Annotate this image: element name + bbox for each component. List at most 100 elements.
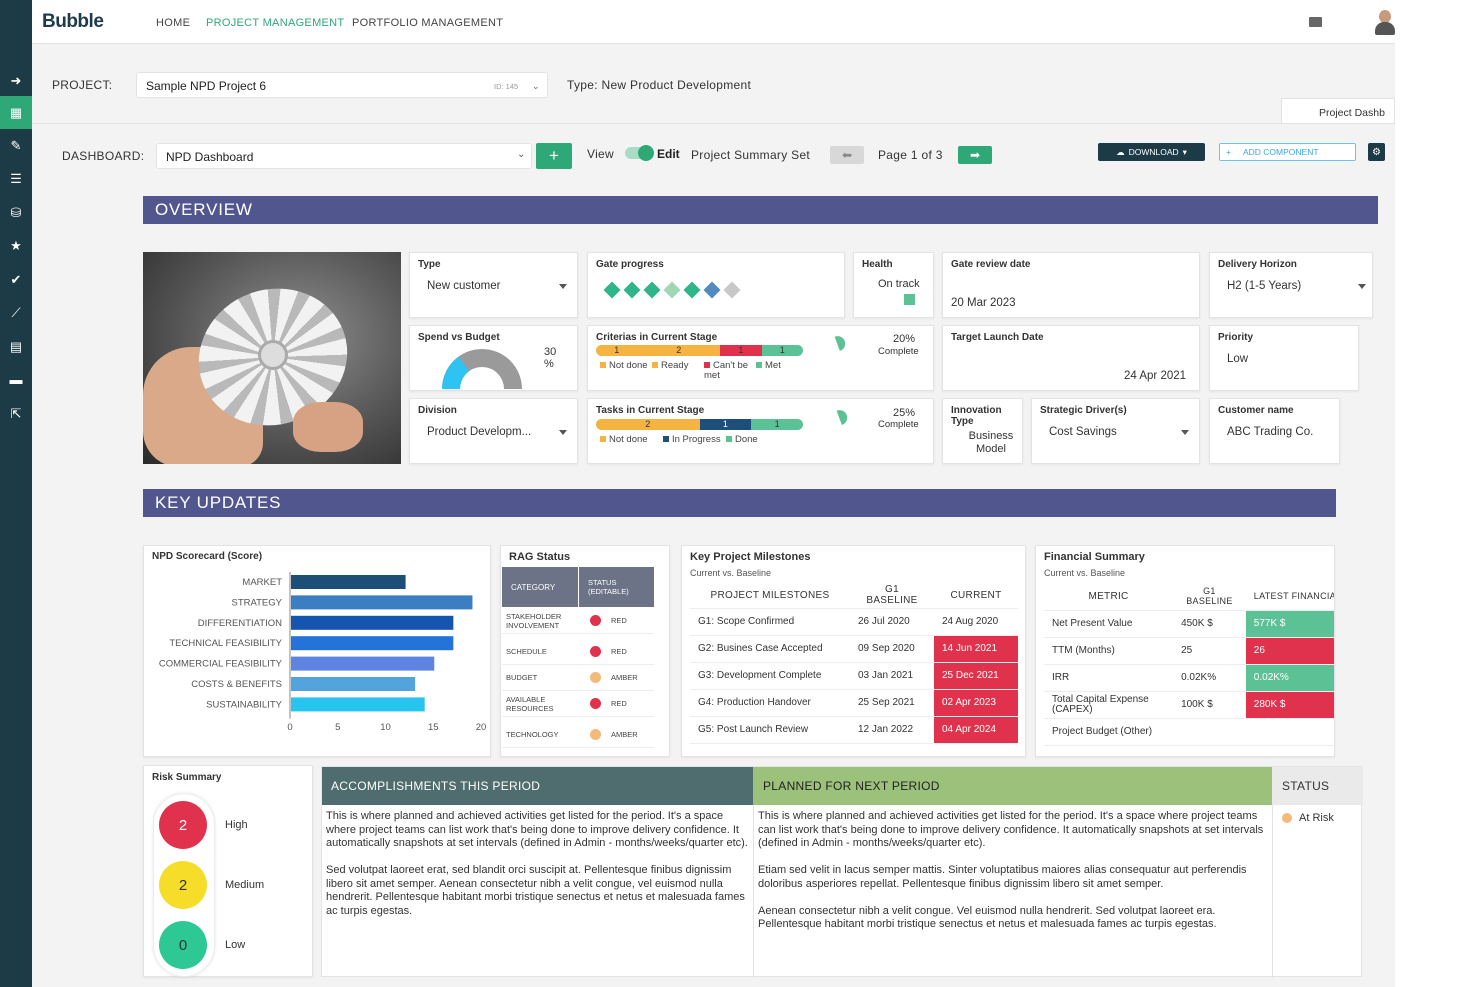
risk-level-label: High bbox=[225, 819, 248, 831]
next-page-button[interactable]: ➡ bbox=[958, 146, 992, 164]
star-icon[interactable]: ★ bbox=[10, 237, 22, 253]
financial-table: METRIC G1 BASELINE LATEST FINANCIA Net Pr… bbox=[1044, 583, 1334, 746]
legend-label: Can't be met bbox=[704, 360, 749, 381]
pencil-icon[interactable]: ✎ bbox=[10, 137, 22, 153]
financial-baseline bbox=[1173, 718, 1246, 746]
milestones-header: G1 BASELINE bbox=[850, 583, 934, 609]
delivery-horizon-card[interactable]: Delivery Horizon H2 (1-5 Years) bbox=[1209, 252, 1373, 318]
project-id: ID: 145 bbox=[494, 82, 519, 91]
rag-row[interactable]: SCHEDULE RED bbox=[502, 639, 654, 665]
financial-row[interactable]: Net Present Value 450K $577K $ bbox=[1044, 610, 1334, 638]
rag-row[interactable]: AVAILABLE RESOURCES RED bbox=[502, 691, 654, 717]
add-component-button[interactable]: + ADD COMPONENT bbox=[1219, 143, 1356, 161]
milestone-row[interactable]: G3: Development Complete 03 Jan 2021 25 De… bbox=[690, 662, 1018, 690]
export-icon[interactable]: ⇱ bbox=[10, 405, 22, 421]
chat-icon[interactable] bbox=[1309, 17, 1322, 27]
financial-row[interactable]: TTM (Months) 25 26 bbox=[1044, 637, 1334, 665]
milestone-row[interactable]: G4: Production Handover 25 Sep 2021 02 Apr… bbox=[690, 689, 1018, 717]
type-card[interactable]: Type New customer bbox=[409, 252, 578, 318]
list-icon[interactable]: ☰ bbox=[10, 170, 22, 186]
summary-set-label: Project Summary Set bbox=[691, 148, 811, 162]
legend-swatch bbox=[600, 436, 606, 443]
database-icon[interactable]: ⛁ bbox=[10, 204, 22, 220]
caret-down-icon: ▾ bbox=[1182, 146, 1187, 157]
milestone-name: G3: Development Complete bbox=[690, 662, 850, 690]
category-label: TECHNICAL FEASIBILITY bbox=[169, 638, 282, 649]
financial-baseline: 450K $ bbox=[1173, 610, 1246, 638]
milestone-row[interactable]: G5: Post Launch Review 12 Jan 2022 04 Apr … bbox=[690, 716, 1018, 744]
financial-row[interactable]: Project Budget (Other) bbox=[1044, 718, 1334, 746]
milestone-baseline: 25 Sep 2021 bbox=[850, 689, 934, 717]
milestone-row[interactable]: G1: Scope Confirmed 26 Jul 2020 24 Aug 202… bbox=[690, 608, 1018, 636]
innovation-title: Innovation Type bbox=[951, 405, 1002, 427]
tab-project-dashboard[interactable]: Project Dashb bbox=[1281, 98, 1395, 124]
gate-review-title: Gate review date bbox=[951, 259, 1031, 270]
nav-project-management[interactable]: PROJECT MANAGEMENT bbox=[206, 17, 345, 29]
arrow-right-icon[interactable]: ➜ bbox=[10, 72, 22, 88]
line-chart-icon[interactable]: ⟋ bbox=[11, 304, 21, 320]
document-icon[interactable]: ▤ bbox=[9, 338, 23, 354]
caret-down-icon bbox=[559, 284, 567, 289]
score-bar bbox=[291, 615, 454, 630]
gate-diamond bbox=[623, 281, 641, 299]
milestones-table: PROJECT MILESTONES G1 BASELINE CURRENT G… bbox=[690, 583, 1018, 744]
gate-diamond bbox=[663, 281, 681, 299]
avatar[interactable] bbox=[1374, 8, 1396, 36]
legend-label: Ready bbox=[661, 360, 689, 371]
financial-baseline: 0.02K% bbox=[1173, 664, 1246, 692]
financial-latest: 280K $ bbox=[1245, 691, 1334, 719]
accomplishments-text[interactable]: This is where planned and achieved activ… bbox=[326, 810, 750, 918]
financial-row[interactable]: Total Capital Expense (CAPEX) 100K $280K … bbox=[1044, 691, 1334, 719]
risk-count-circle[interactable]: 2 bbox=[159, 861, 207, 909]
risk-title: Risk Summary bbox=[152, 772, 222, 783]
tasks-pct-label: Complete bbox=[878, 419, 919, 430]
gate-diamond bbox=[683, 281, 701, 299]
project-select[interactable]: Sample NPD Project 6 ID: 145 ⌄ bbox=[136, 72, 548, 98]
pie-mini-icon bbox=[834, 334, 848, 351]
nav-home[interactable]: HOME bbox=[156, 17, 191, 29]
top-bar: Bubble HOME PROJECT MANAGEMENT PORTFOLIO… bbox=[32, 0, 1395, 44]
nav-portfolio-management[interactable]: PORTFOLIO MANAGEMENT bbox=[352, 17, 504, 29]
download-button[interactable]: ☁ DOWNLOAD ▾ bbox=[1098, 143, 1205, 161]
risk-count-circle[interactable]: 2 bbox=[159, 801, 207, 849]
status-value[interactable]: At Risk bbox=[1282, 812, 1334, 824]
target-launch-value: 24 Apr 2021 bbox=[1124, 370, 1187, 382]
add-dashboard-button[interactable]: + bbox=[536, 143, 572, 169]
risk-count-circle[interactable]: 0 bbox=[159, 921, 207, 969]
milestone-current: 25 Dec 2021 bbox=[934, 662, 1018, 690]
milestone-row[interactable]: G2: Busines Case Accepted 09 Sep 2020 14 J… bbox=[690, 635, 1018, 663]
x-tick-label: 20 bbox=[476, 722, 487, 733]
chevron-down-icon: ⌄ bbox=[532, 81, 540, 91]
rag-row[interactable]: BUDGET AMBER bbox=[502, 665, 654, 691]
plus-icon: + bbox=[1226, 147, 1231, 157]
financial-row[interactable]: IRR 0.02K% 0.02K% bbox=[1044, 664, 1334, 692]
milestone-baseline: 26 Jul 2020 bbox=[850, 608, 934, 636]
legend-label: In Progress bbox=[672, 434, 721, 445]
gate-diamond bbox=[643, 281, 661, 299]
strategic-driver-card[interactable]: Strategic Driver(s) Cost Savings bbox=[1031, 398, 1200, 464]
health-value: On track bbox=[878, 278, 920, 290]
status-dot bbox=[590, 672, 601, 683]
view-edit-toggle[interactable] bbox=[625, 145, 654, 161]
status-dot bbox=[590, 729, 601, 740]
rag-status: RED bbox=[579, 698, 654, 709]
npd-scorecard-chart: MARKET STRATEGY DIFFERENTIATION TECHNICAL F… bbox=[159, 572, 487, 733]
app-logo[interactable]: Bubble bbox=[42, 11, 104, 32]
check-circle-icon[interactable]: ✔ bbox=[10, 271, 22, 287]
rag-row[interactable]: TECHNOLOGY AMBER bbox=[502, 722, 654, 748]
dashboard-select[interactable]: NPD Dashboard ⌄ bbox=[156, 143, 532, 169]
division-card[interactable]: Division Product Developm... bbox=[409, 398, 578, 464]
caret-down-icon bbox=[1181, 430, 1189, 435]
planned-text[interactable]: This is where planned and achieved activ… bbox=[758, 810, 1266, 932]
rag-row[interactable]: STAKEHOLDER INVOLVEMENT RED bbox=[502, 608, 654, 634]
gear-icon[interactable]: ⚙ bbox=[1368, 143, 1385, 161]
customer-card: Customer name ABC Trading Co. bbox=[1209, 398, 1340, 464]
status-dot bbox=[590, 646, 601, 657]
prev-page-button[interactable]: ⬅ bbox=[830, 146, 864, 164]
gate-diamond bbox=[723, 281, 741, 299]
chat-icon[interactable]: ▬ bbox=[9, 372, 23, 387]
legend-label: Not done bbox=[609, 434, 648, 445]
dashboard-icon[interactable]: ▦ bbox=[0, 96, 32, 129]
gate-progress-title: Gate progress bbox=[596, 259, 664, 270]
x-tick-label: 10 bbox=[380, 722, 391, 733]
